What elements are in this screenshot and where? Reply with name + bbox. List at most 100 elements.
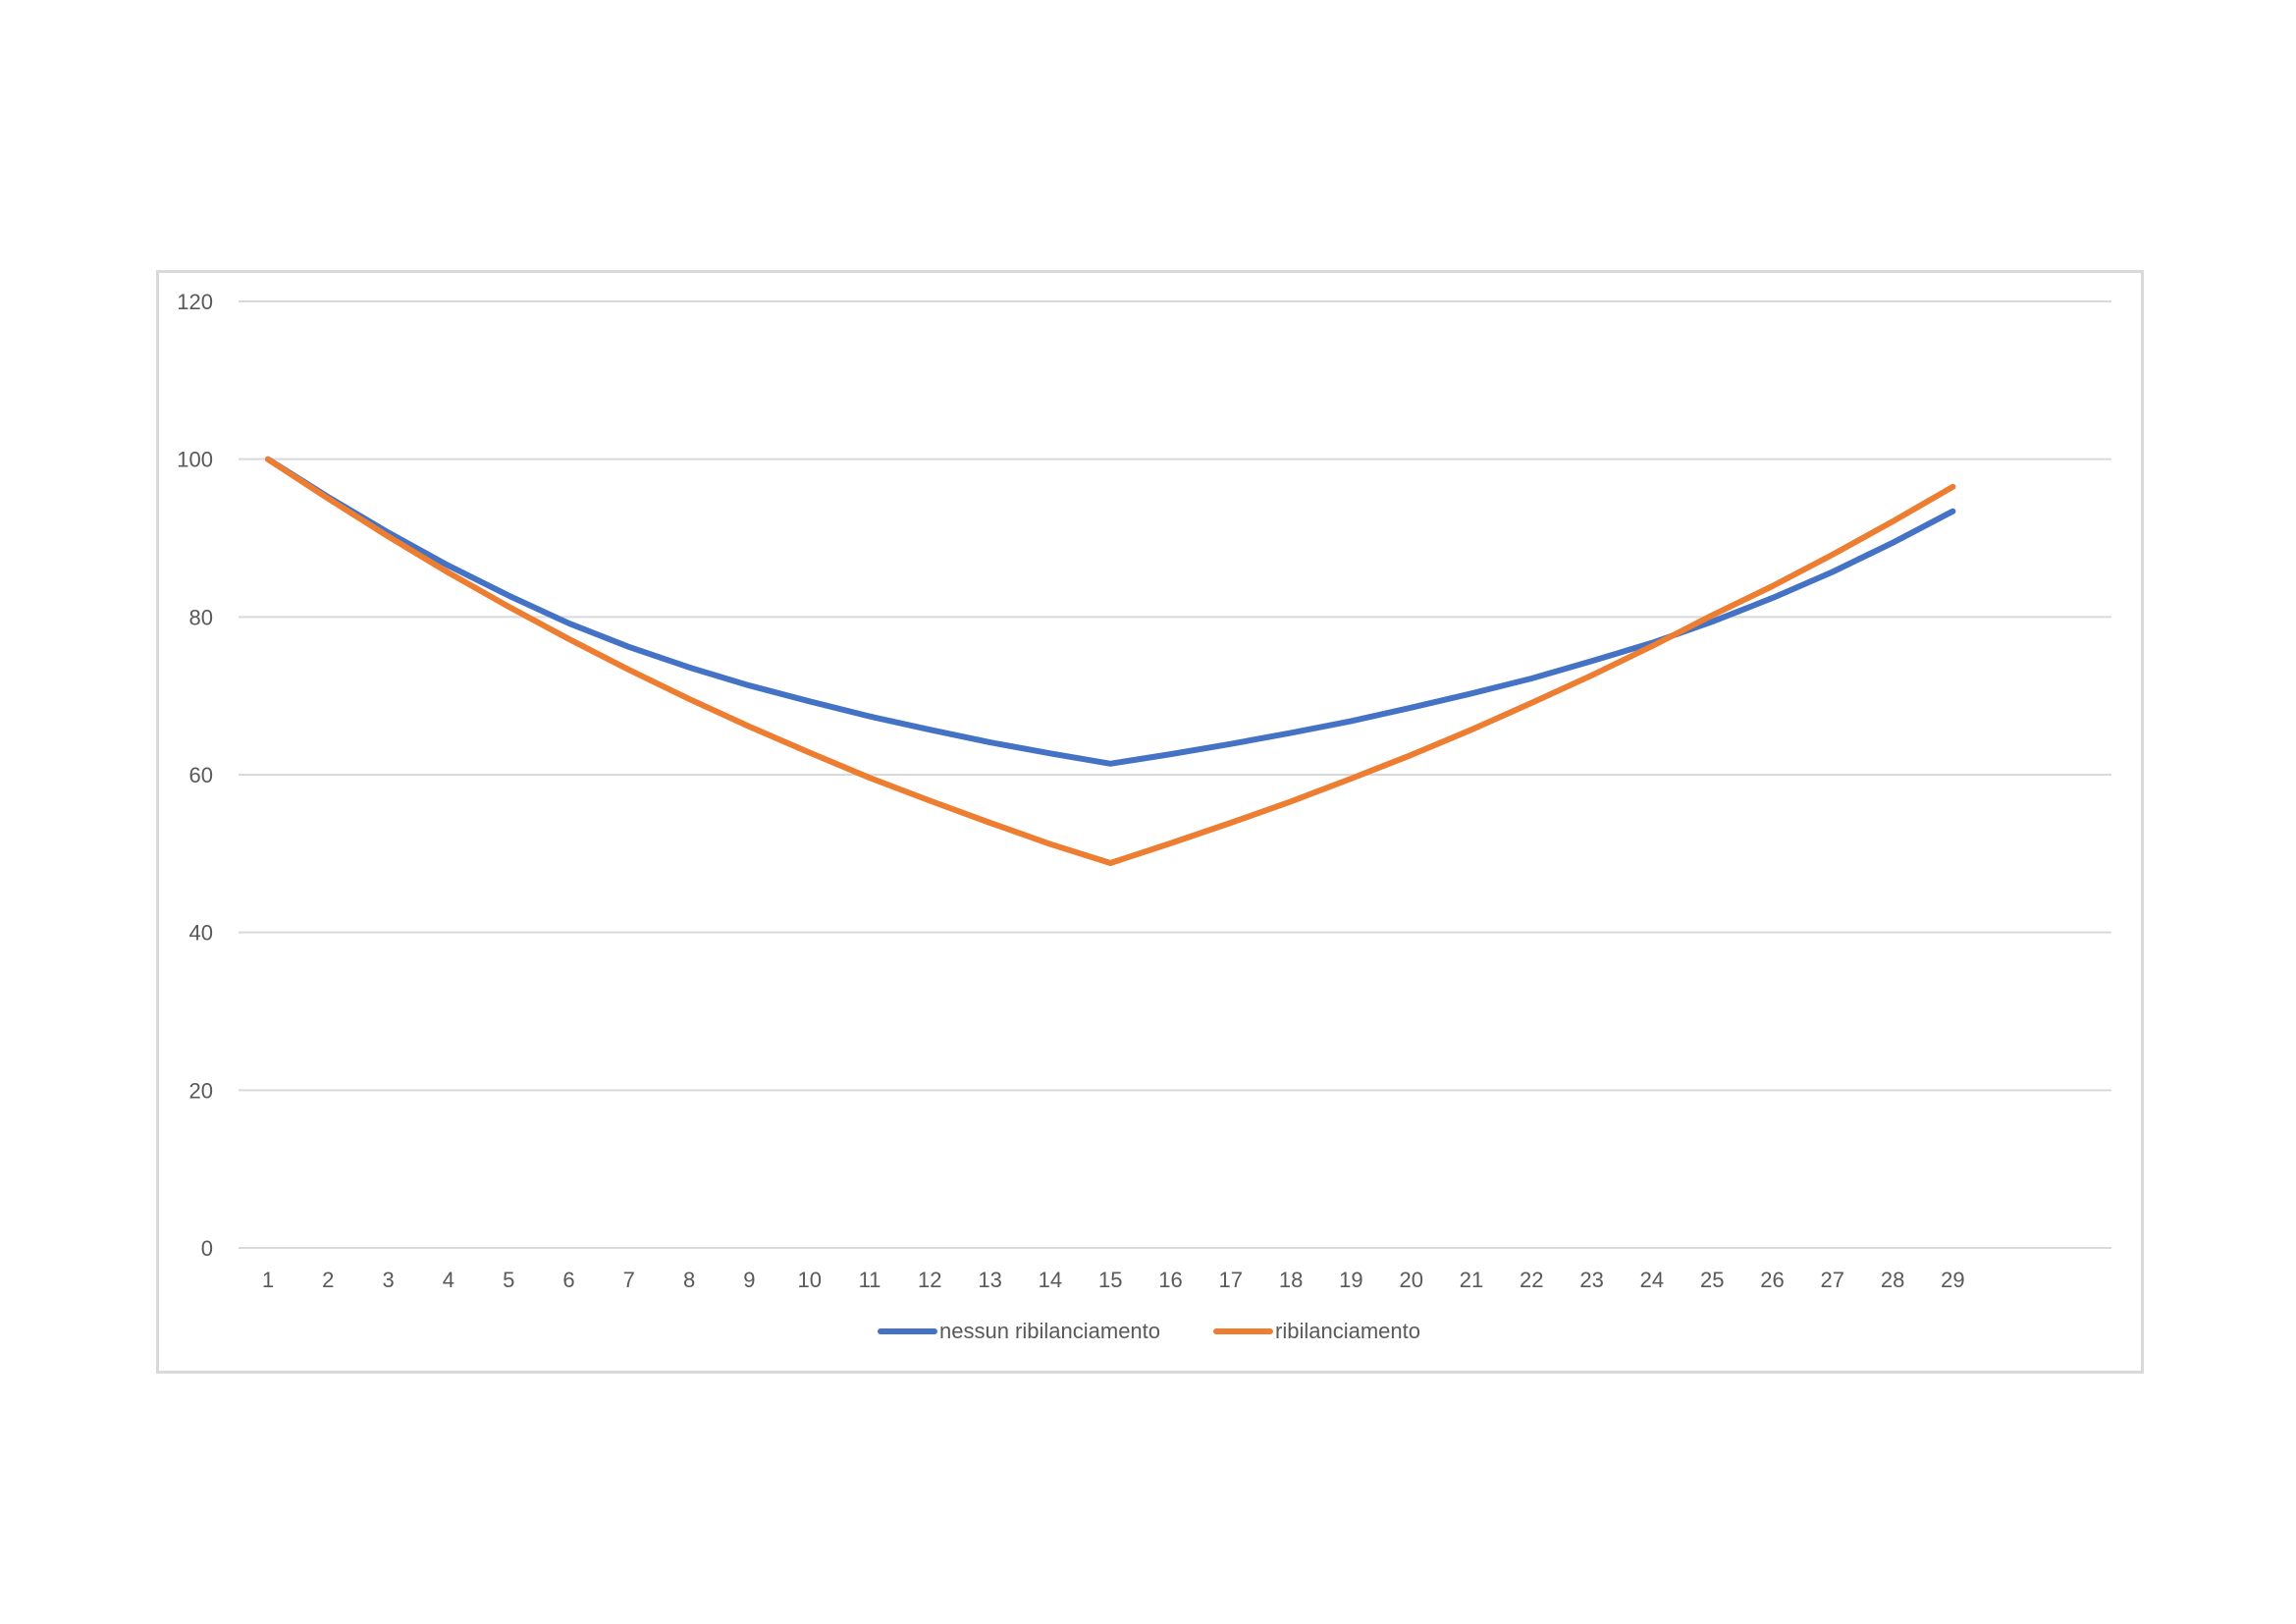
data-point (869, 777, 871, 779)
x-tick-label: 11 (859, 1268, 881, 1292)
x-tick-label: 3 (382, 1268, 394, 1292)
chart-area: 0 20 40 60 80 100 120 1 2 3 4 5 6 7 8 9 10 11 12 13 14 15 16 1… (156, 270, 2144, 1374)
data-point (448, 565, 450, 567)
data-point (568, 638, 569, 640)
x-tick-label: 14 (1039, 1268, 1062, 1292)
y-tick-label: 120 (177, 290, 213, 314)
data-point (1049, 752, 1051, 754)
y-tick-label: 60 (189, 763, 213, 787)
data-point (1892, 520, 1894, 522)
data-point (748, 684, 750, 686)
x-tick-label: 25 (1700, 1268, 1724, 1292)
x-tick-label: 28 (1881, 1268, 1904, 1292)
x-tick-label: 12 (918, 1268, 941, 1292)
data-point (688, 698, 690, 700)
data-point (989, 741, 991, 743)
data-point (1170, 842, 1171, 844)
data-point (1350, 720, 1352, 722)
data-point (1411, 754, 1413, 756)
data-point (1772, 585, 1773, 587)
legend-item: nessun ribilanciamento (878, 1319, 1160, 1343)
x-tick-label: 8 (683, 1268, 695, 1292)
x-tick-label: 9 (743, 1268, 755, 1292)
data-point (628, 646, 630, 648)
data-point (1170, 753, 1171, 755)
data-point (507, 595, 509, 597)
gridlines (239, 300, 2111, 1249)
x-tick-label: 20 (1399, 1268, 1422, 1292)
series-lines (265, 456, 1956, 866)
data-point (327, 498, 329, 500)
data-point (388, 535, 390, 537)
series-1 (265, 456, 1956, 866)
data-point (448, 571, 450, 573)
y-tick-label: 20 (189, 1078, 213, 1103)
y-tick-label: 0 (201, 1236, 213, 1261)
data-point (628, 669, 630, 671)
x-tick-label: 2 (322, 1268, 334, 1292)
series-line (265, 456, 1956, 866)
data-point (1711, 621, 1713, 623)
y-axis-tick-labels: 0 20 40 60 80 100 120 (177, 290, 213, 1261)
x-tick-label: 15 (1098, 1268, 1122, 1292)
y-tick-label: 40 (189, 921, 213, 946)
y-tick-label: 100 (177, 448, 213, 472)
x-tick-label: 19 (1339, 1268, 1362, 1292)
data-point (1951, 486, 1953, 488)
x-tick-label: 6 (562, 1268, 574, 1292)
data-point (1591, 675, 1593, 677)
data-point (809, 752, 811, 754)
x-tick-label: 27 (1821, 1268, 1844, 1292)
data-point (1230, 822, 1232, 824)
data-point (507, 606, 509, 608)
data-point (809, 700, 811, 702)
data-point (1651, 645, 1653, 647)
x-tick-label: 17 (1219, 1268, 1243, 1292)
legend-label: nessun ribilanciamento (939, 1319, 1160, 1343)
data-point (929, 729, 931, 731)
x-tick-label: 4 (443, 1268, 454, 1292)
x-tick-label: 16 (1158, 1268, 1182, 1292)
data-point (748, 726, 750, 728)
data-point (1290, 731, 1292, 733)
data-point (1711, 615, 1713, 617)
data-point (388, 531, 390, 533)
y-tick-label: 80 (189, 605, 213, 629)
x-tick-label: 24 (1640, 1268, 1664, 1292)
data-point (1832, 554, 1834, 556)
x-tick-label: 5 (503, 1268, 514, 1292)
data-point (1470, 692, 1472, 694)
x-tick-label: 7 (623, 1268, 635, 1292)
data-point (1470, 729, 1472, 731)
x-tick-label: 26 (1760, 1268, 1784, 1292)
data-point (1049, 843, 1051, 845)
x-tick-label: 10 (797, 1268, 821, 1292)
data-point (1109, 862, 1111, 864)
data-point (1892, 542, 1894, 544)
x-tick-label: 21 (1460, 1268, 1483, 1292)
data-point (267, 459, 269, 460)
data-point (869, 716, 871, 718)
legend-label: ribilanciamento (1275, 1319, 1420, 1343)
x-axis-tick-labels: 1 2 3 4 5 6 7 8 9 10 11 12 13 14 15 16 17 18 19 20 21 22 23 24 2… (262, 1268, 1965, 1292)
x-tick-label: 23 (1579, 1268, 1603, 1292)
data-point (1591, 660, 1593, 662)
data-point (1411, 707, 1413, 709)
data-point (1530, 702, 1532, 704)
data-point (1230, 743, 1232, 745)
legend: nessun ribilanciamento ribilanciamento (878, 1319, 1420, 1343)
data-point (1951, 511, 1953, 513)
data-point (688, 667, 690, 669)
x-tick-label: 13 (978, 1268, 1001, 1292)
data-point (1290, 800, 1292, 802)
data-point (1530, 677, 1532, 679)
data-point (989, 822, 991, 824)
data-point (1832, 571, 1834, 573)
data-point (1109, 763, 1111, 765)
data-point (1350, 778, 1352, 780)
legend-item: ribilanciamento (1213, 1319, 1420, 1343)
x-tick-label: 18 (1279, 1268, 1303, 1292)
data-point (929, 800, 931, 802)
x-tick-label: 1 (262, 1268, 274, 1292)
